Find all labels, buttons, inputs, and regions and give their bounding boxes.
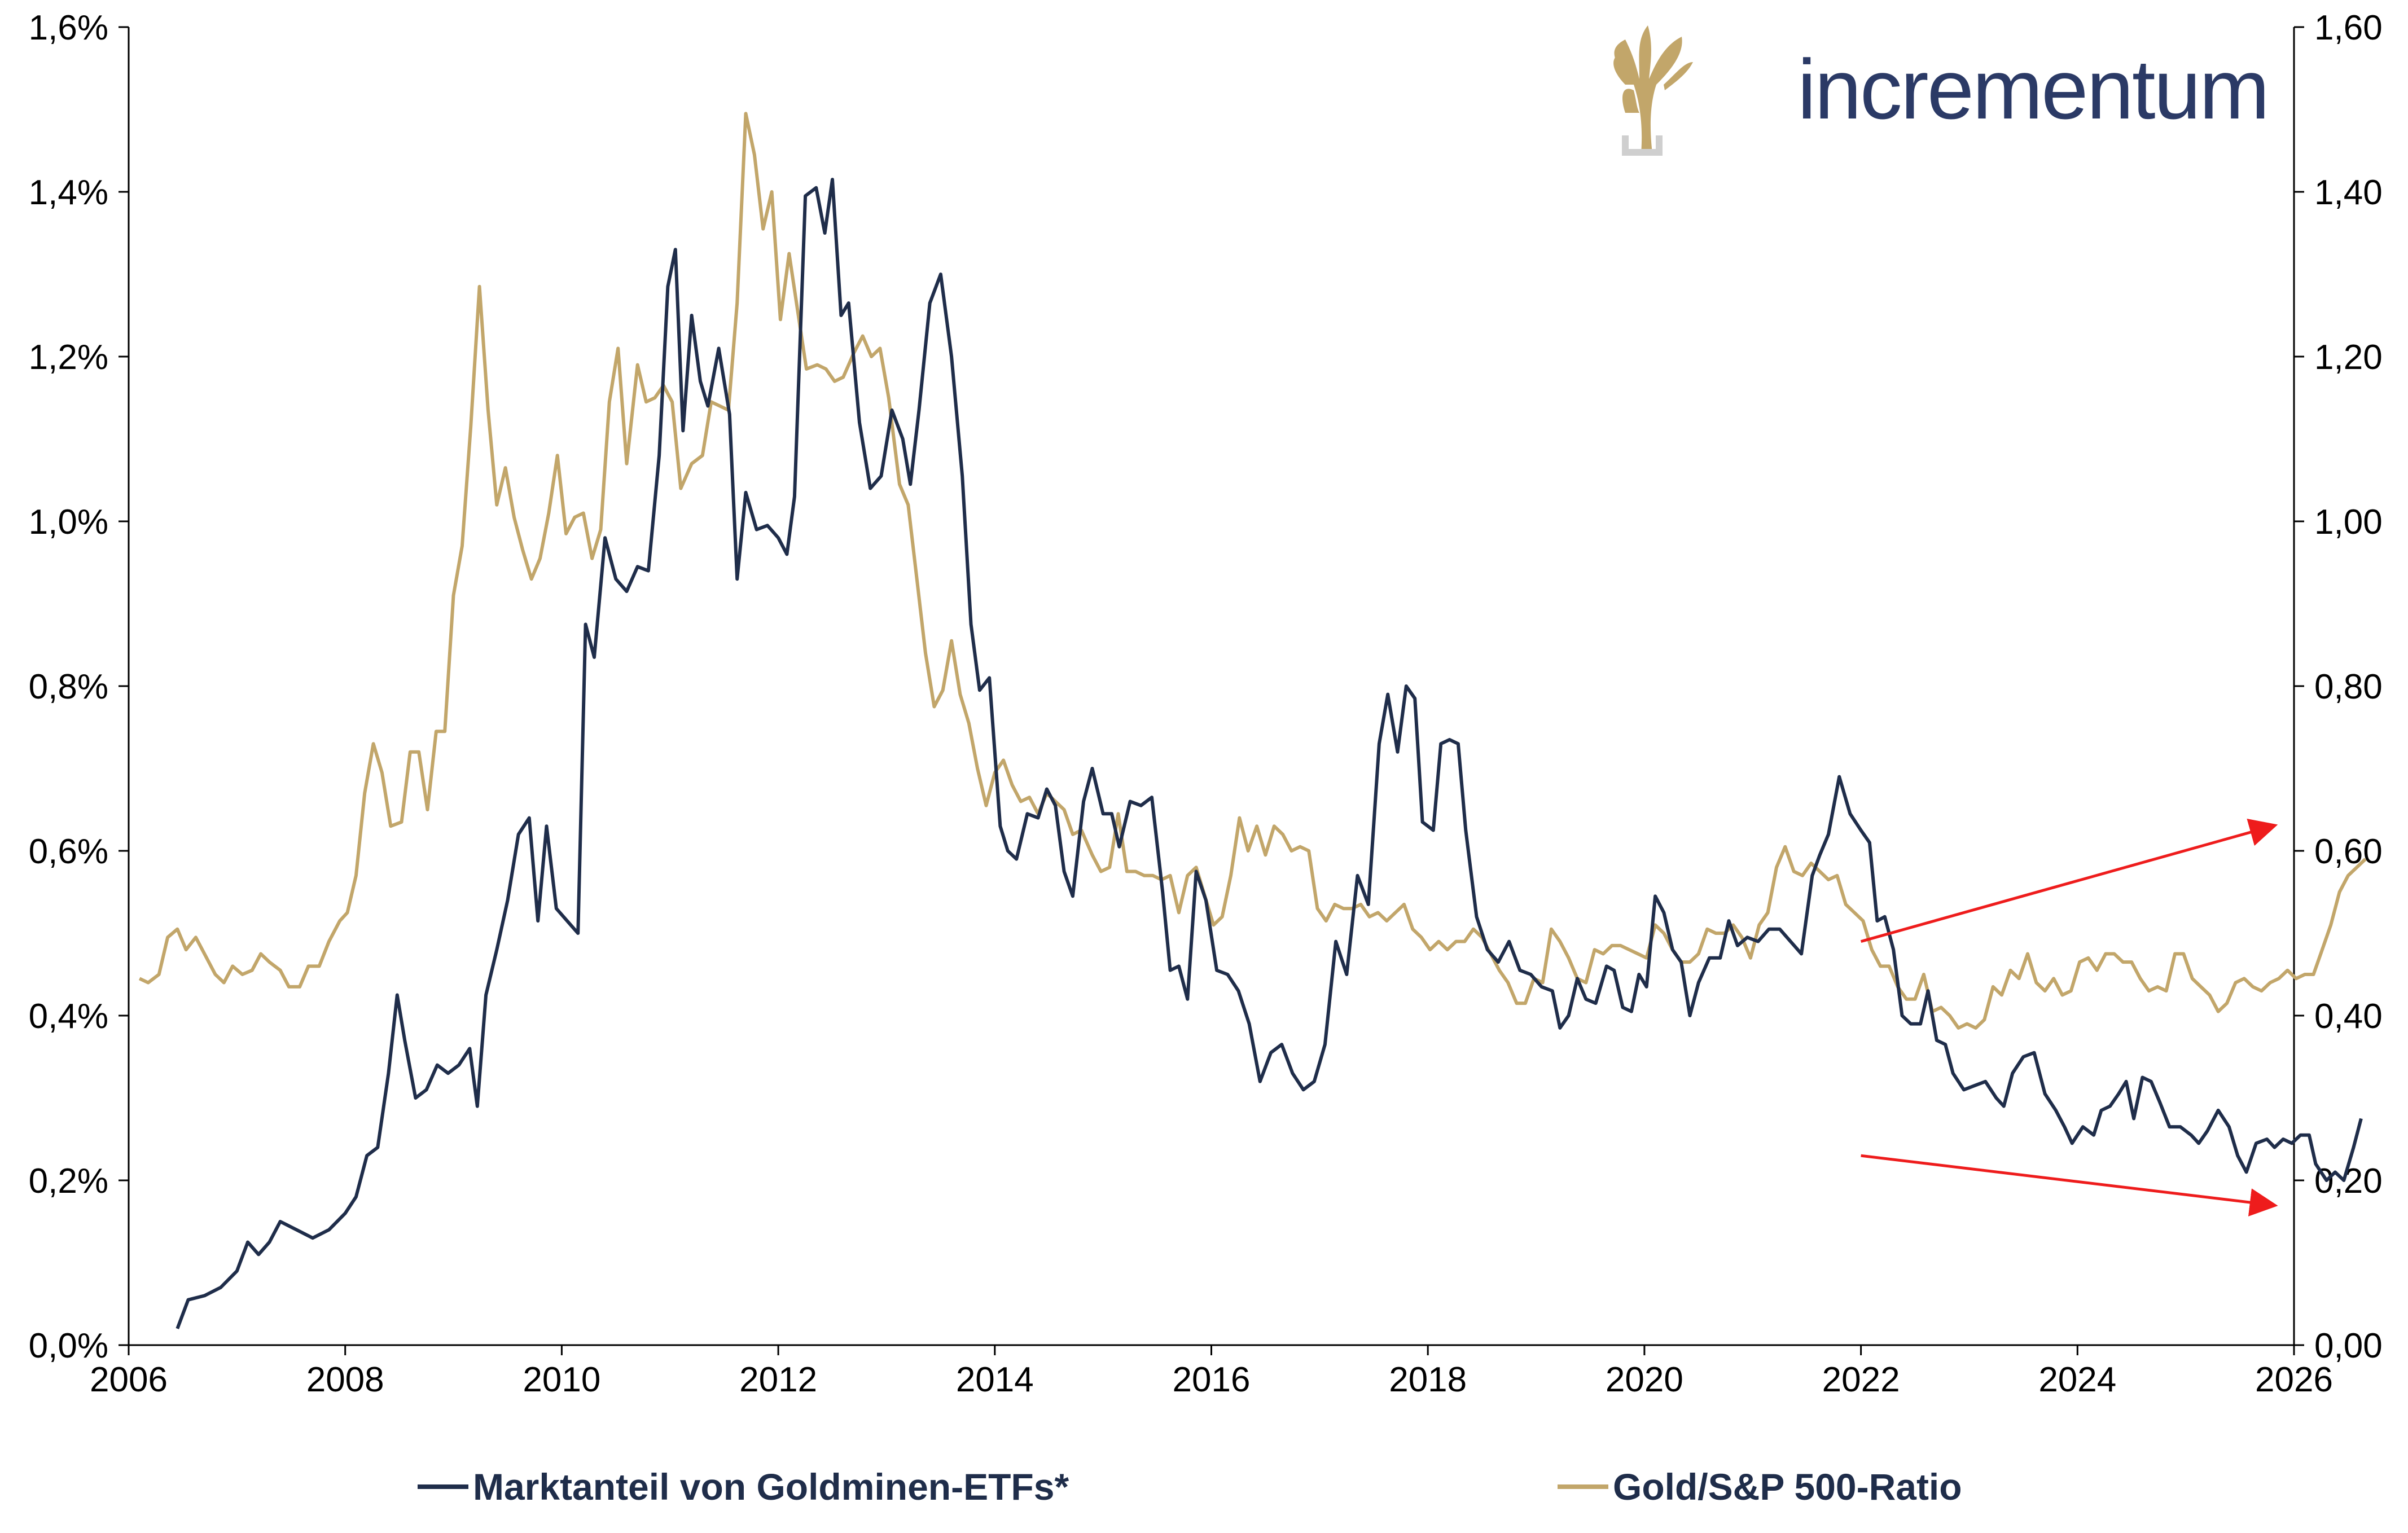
- y-right-tick-label: 1,60: [2314, 8, 2383, 47]
- axes: 2006 2008 2010 2012 2014 2016 2018 2020 2022 2024…: [29, 8, 2383, 1399]
- logo-text: incrementum: [1797, 42, 2268, 137]
- legend-label-gold-miners: Marktanteil von Goldminen-ETFs*: [473, 1466, 1069, 1508]
- trend-arrows: [1860, 818, 2278, 1216]
- x-tick-label: 2008: [306, 1360, 384, 1399]
- y-left-tick-label: 1,2%: [29, 338, 108, 377]
- x-tick-label: 2018: [1389, 1360, 1467, 1399]
- y-left-tick-label: 0,2%: [29, 1162, 108, 1201]
- legend: Marktanteil von Goldminen-ETFs* Gold/S&P…: [418, 1466, 1962, 1508]
- y-right-tick-label: 0,40: [2314, 997, 2383, 1036]
- y-right-tick-label: 0,80: [2314, 667, 2383, 706]
- y-right-tick-label: 1,20: [2314, 338, 2383, 377]
- series-line-gold-sp500-ratio: [138, 112, 2367, 1030]
- legend-label-gold-sp500: Gold/S&P 500-Ratio: [1613, 1466, 1962, 1508]
- trend-arrow-down: [1861, 1154, 2278, 1216]
- y-left-tick-label: 1,6%: [29, 8, 108, 47]
- logo: incrementum: [1613, 25, 2270, 156]
- x-tick-label: 2014: [956, 1360, 1034, 1399]
- series-lines: [138, 112, 2367, 1329]
- x-tick-label: 2006: [90, 1360, 168, 1399]
- tree-icon: [1613, 25, 1693, 156]
- y-right-tick-label: 1,40: [2314, 173, 2383, 212]
- x-tick-label: 2020: [1606, 1360, 1683, 1399]
- y-right-tick-label: 1,00: [2314, 503, 2383, 542]
- x-tick-label: 2022: [1822, 1360, 1900, 1399]
- y-left-tick-label: 1,4%: [29, 173, 108, 212]
- x-tick-label: 2024: [2038, 1360, 2116, 1399]
- y-right-tick-label: 0,00: [2314, 1326, 2383, 1365]
- series-line-gold-miners-share: [176, 178, 2363, 1329]
- y-left-tick-label: 0,0%: [29, 1326, 108, 1365]
- x-tick-label: 2010: [523, 1360, 600, 1399]
- y-left-tick-label: 1,0%: [29, 503, 108, 542]
- trend-arrow-up: [1860, 818, 2278, 943]
- y-right-tick-label: 0,60: [2314, 832, 2383, 871]
- y-left-tick-label: 0,4%: [29, 997, 108, 1036]
- x-tick-label: 2012: [739, 1360, 817, 1399]
- y-left-tick-label: 0,8%: [29, 667, 108, 706]
- y-left-tick-label: 0,6%: [29, 832, 108, 871]
- x-tick-label: 2026: [2255, 1360, 2333, 1399]
- x-tick-label: 2016: [1173, 1360, 1251, 1399]
